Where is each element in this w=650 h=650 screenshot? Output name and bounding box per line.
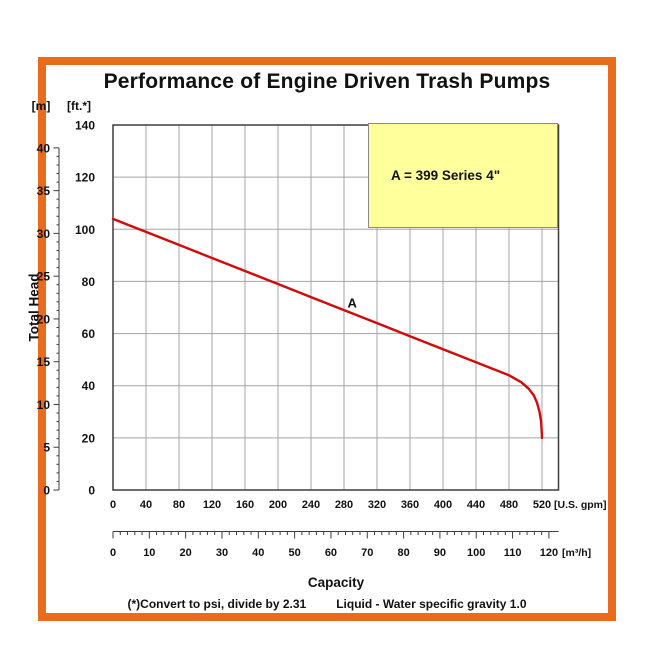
legend-text: A = 399 Series 4" — [391, 168, 501, 183]
footer-note-psi: (*)Convert to psi, divide by 2.31 — [127, 597, 307, 611]
x-tick-label-gpm: 400 — [434, 499, 452, 511]
x-tick-label-gpm: 200 — [269, 499, 287, 511]
x-tick-label-m3h: 0 — [110, 547, 116, 559]
x-tick-label-m3h: 90 — [434, 547, 446, 559]
y-unit-ft-label: [ft.*] — [67, 99, 91, 113]
x-tick-label-m3h: 110 — [504, 547, 522, 559]
x-unit-m3h-label: [m³/h] — [562, 547, 592, 559]
chart-title: Performance of Engine Driven Trash Pumps — [103, 70, 551, 93]
x-tick-label-m3h: 20 — [180, 547, 192, 559]
y-tick-label-ft: 60 — [82, 327, 96, 341]
footer-note-liquid: Liquid - Water specific gravity 1.0 — [336, 597, 527, 611]
y-tick-label-ft: 0 — [88, 484, 95, 498]
pump-curve-A — [111, 217, 544, 440]
y-tick-label-m: 10 — [37, 398, 51, 412]
x-tick-label-m3h: 60 — [325, 547, 337, 559]
y-tick-label-m: 20 — [37, 312, 51, 326]
x-axis-title: Capacity — [307, 575, 365, 590]
x-tick-label-m3h: 120 — [540, 547, 558, 559]
x-tick-label-m3h: 30 — [216, 547, 228, 559]
x-tick-label-gpm: 480 — [500, 499, 518, 511]
x-tick-label-gpm: 160 — [236, 499, 254, 511]
x-tick-label-m3h: 70 — [361, 547, 373, 559]
y-tick-label-ft: 100 — [75, 223, 95, 237]
x-tick-label-gpm: 360 — [401, 499, 419, 511]
x-tick-label-gpm: 320 — [368, 499, 386, 511]
y-tick-label-m: 5 — [43, 441, 50, 455]
y-tick-label-m: 40 — [37, 141, 51, 155]
x-tick-label-m3h: 10 — [143, 547, 155, 559]
x-tick-label-gpm: 120 — [203, 499, 221, 511]
x-tick-label-m3h: 40 — [252, 547, 264, 559]
y-tick-label-m: 30 — [37, 227, 51, 241]
y-tick-label-m: 15 — [37, 355, 51, 369]
y-tick-label-m: 0 — [43, 484, 50, 498]
y-tick-label-m: 25 — [37, 270, 51, 284]
plot-frame — [112, 124, 560, 491]
y-tick-label-ft: 140 — [75, 119, 95, 133]
y-tick-label-ft: 40 — [82, 379, 96, 393]
x-tick-label-gpm: 280 — [335, 499, 353, 511]
x-tick-label-gpm: 40 — [140, 499, 152, 511]
y-unit-m-label: [m] — [31, 99, 51, 113]
x-tick-label-gpm: 80 — [173, 499, 185, 511]
x-tick-label-gpm: 0 — [110, 499, 116, 511]
y-tick-label-ft: 20 — [82, 431, 96, 445]
footer-note: (*)Convert to psi, divide by 2.31 Liquid … — [46, 597, 608, 611]
legend-box: A = 399 Series 4" — [368, 123, 558, 228]
x-unit-gpm-label: [U.S. gpm] — [554, 499, 607, 511]
x-tick-label-gpm: 520 — [533, 499, 551, 511]
x-tick-label-m3h: 100 — [467, 547, 485, 559]
curve-point-label: A — [348, 296, 358, 311]
x-tick-label-gpm: 440 — [467, 499, 485, 511]
x-tick-label-gpm: 240 — [302, 499, 320, 511]
y-tick-label-ft: 80 — [82, 275, 96, 289]
x-tick-label-m3h: 80 — [397, 547, 409, 559]
y-tick-label-m: 35 — [37, 184, 51, 198]
y-tick-label-ft: 120 — [75, 171, 95, 185]
secondary-unit-rulers — [53, 147, 559, 539]
x-tick-label-m3h: 50 — [288, 547, 300, 559]
